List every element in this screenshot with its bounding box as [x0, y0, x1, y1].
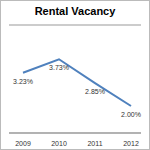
svg-text:2.00%: 2.00%	[121, 111, 141, 118]
svg-text:3.23%: 3.23%	[13, 78, 33, 85]
svg-text:2011: 2011	[87, 140, 102, 147]
html-text:Rental Vacancy: Rental Vacancy	[34, 5, 116, 17]
svg-text:3.73%: 3.73%	[49, 64, 69, 71]
svg-text:2.85%: 2.85%	[85, 88, 105, 95]
svg-text:2010: 2010	[51, 140, 67, 147]
svg-text:2009: 2009	[15, 140, 31, 147]
svg-text:2012: 2012	[123, 140, 139, 147]
